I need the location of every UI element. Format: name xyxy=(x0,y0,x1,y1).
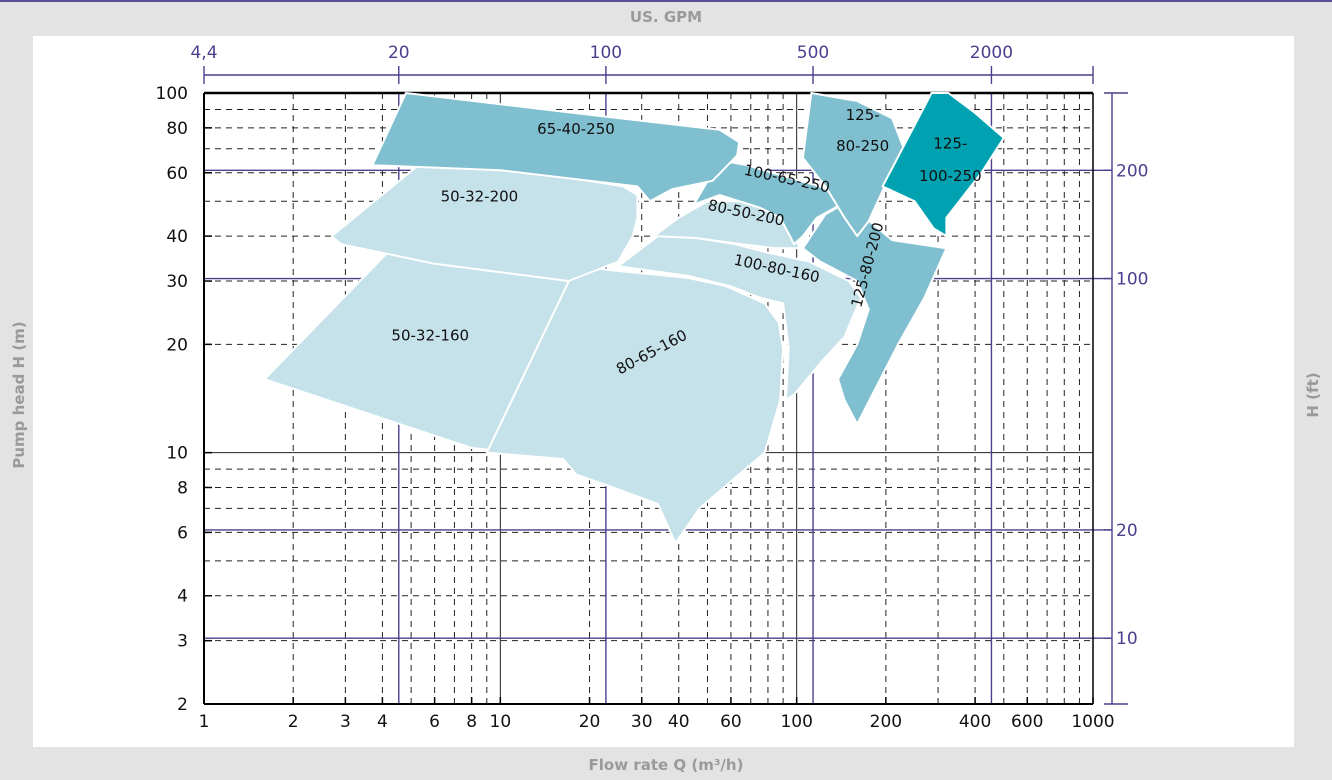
x-tick-label: 20 xyxy=(579,712,601,732)
x-tick-label: 8 xyxy=(466,712,477,732)
x-tick-label: 1 xyxy=(199,712,210,732)
x-tick-label: 10 xyxy=(490,712,512,732)
pump-region-65-40-250 xyxy=(371,92,741,203)
x-tick-labels: 1 2 3 4 6 8 10 20 30 40 60 100 200 400 600 1000 xyxy=(199,697,1115,732)
x-tick-label: 200 xyxy=(870,712,902,732)
ft-tick-label: 20 xyxy=(1116,521,1138,541)
y-tick-labels: 2 3 4 6 8 10 20 30 40 60 80 100 xyxy=(156,84,212,715)
pump-region-125-80-250 xyxy=(801,92,905,238)
y-tick-label: 3 xyxy=(177,632,188,652)
top-border-line xyxy=(0,0,1332,2)
y-tick-label: 80 xyxy=(166,119,188,139)
ft-tick-label: 10 xyxy=(1116,629,1138,649)
region-label: 125- xyxy=(933,135,967,153)
ft-tick-label: 100 xyxy=(1116,270,1148,290)
x-tick-label: 60 xyxy=(720,712,742,732)
gpm-tick-label: 500 xyxy=(797,43,829,63)
x-tick-label: 4 xyxy=(377,712,388,732)
y-tick-label: 2 xyxy=(177,695,188,715)
y-tick-label: 30 xyxy=(166,272,188,292)
region-label: 100-250 xyxy=(919,167,982,185)
x-tick-label: 400 xyxy=(959,712,991,732)
ft-tick-label: 200 xyxy=(1116,161,1148,181)
x-tick-label: 100 xyxy=(780,712,812,732)
region-label: 125- xyxy=(846,106,880,124)
region-label: 50-32-200 xyxy=(441,187,519,205)
region-label: 80-250 xyxy=(836,137,889,155)
top-axis-title: US. GPM xyxy=(629,8,703,26)
y-tick-label: 8 xyxy=(177,478,188,498)
region-label: 65-40-250 xyxy=(537,120,615,138)
pump-region-125-100-250 xyxy=(881,92,1005,238)
x-axis-title: Flow rate Q (m³/h) xyxy=(588,756,744,774)
pump-region-100-65-250 xyxy=(692,159,850,246)
gpm-tick-label: 100 xyxy=(590,43,622,63)
x-tick-label: 3 xyxy=(340,712,351,732)
x-tick-label: 40 xyxy=(668,712,690,732)
y-tick-label: 100 xyxy=(156,84,188,104)
y-tick-label: 10 xyxy=(166,444,188,464)
x-tick-label: 30 xyxy=(631,712,653,732)
y-tick-label: 20 xyxy=(166,335,188,355)
x-tick-label: 2 xyxy=(288,712,299,732)
y-tick-label: 6 xyxy=(177,523,188,543)
gpm-axis: 4,4 20 100 500 2000 xyxy=(190,43,1094,84)
pump-regions xyxy=(263,92,1005,545)
x-tick-label: 6 xyxy=(429,712,440,732)
gpm-tick-label: 4,4 xyxy=(190,43,217,63)
y-tick-label: 40 xyxy=(166,227,188,247)
region-label: 50-32-160 xyxy=(391,327,469,345)
y-tick-label: 4 xyxy=(177,587,188,607)
x-tick-label: 1000 xyxy=(1071,712,1114,732)
x-tick-label: 600 xyxy=(1011,712,1043,732)
pump-region-80-65-160 xyxy=(485,265,785,545)
y-tick-label: 60 xyxy=(166,164,188,184)
gpm-tick-label: 20 xyxy=(388,43,410,63)
gpm-tick-label: 2000 xyxy=(970,43,1013,63)
ft-axis: 10 20 100 200 xyxy=(1104,92,1148,705)
